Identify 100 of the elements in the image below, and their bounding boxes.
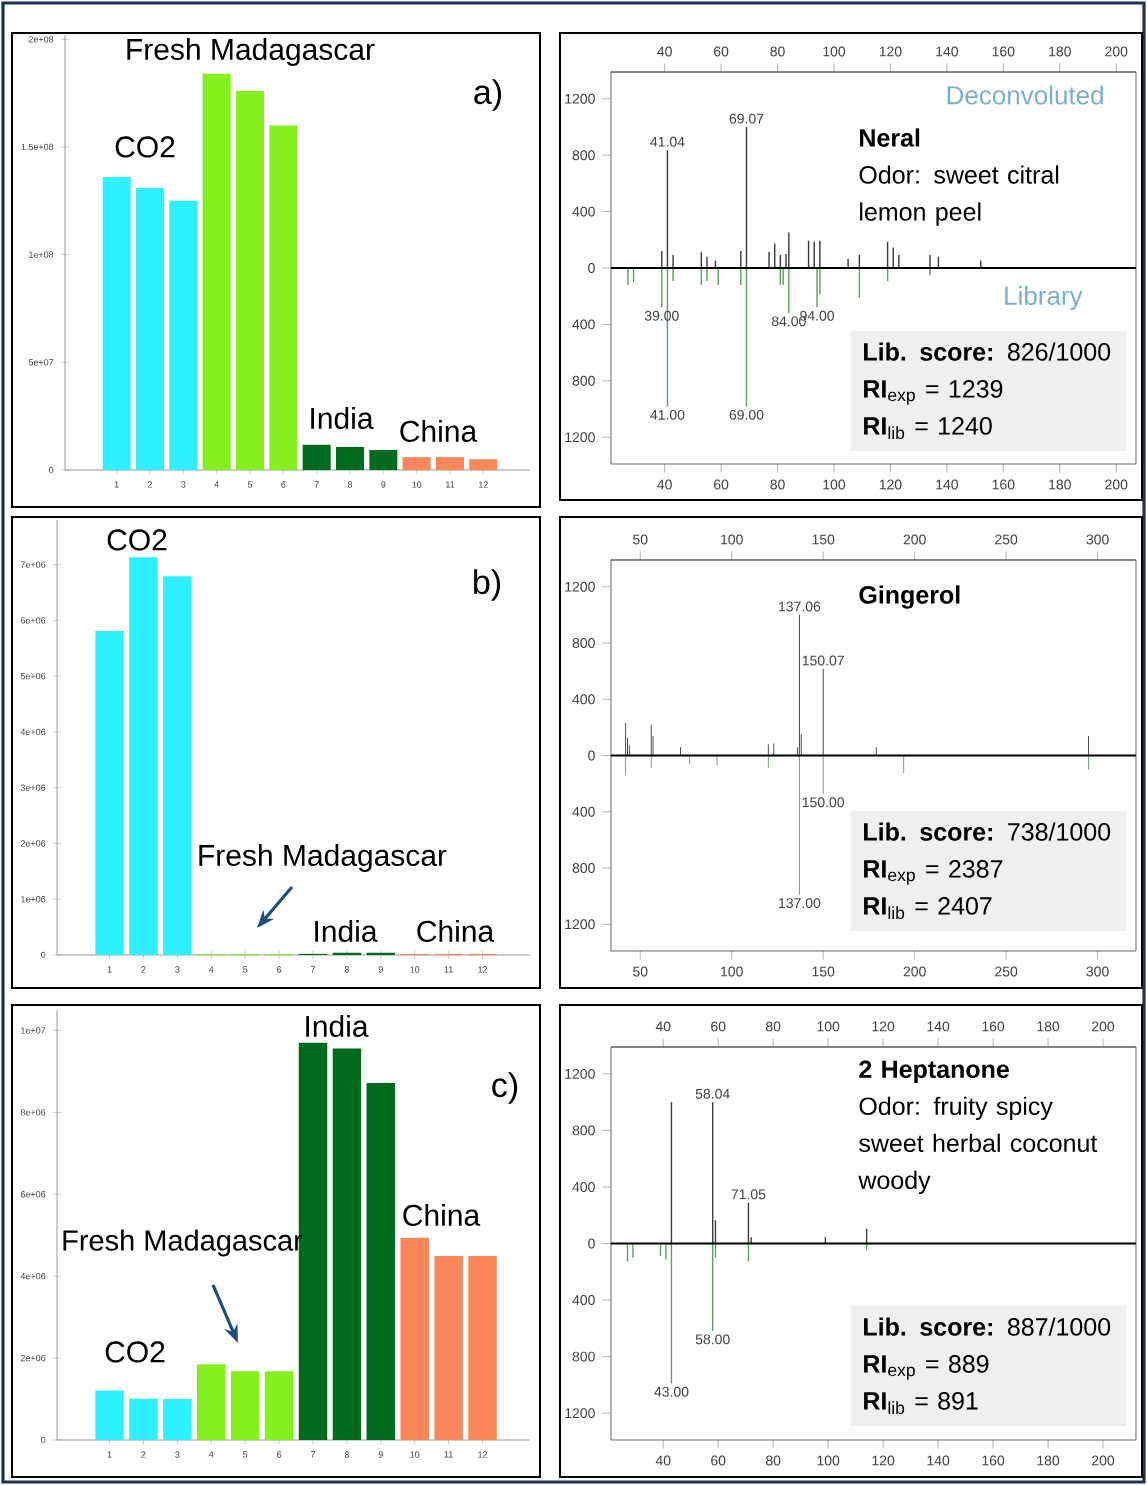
x2-tick-label: 140 (927, 1021, 950, 1032)
x-tick-label: 10 (412, 481, 422, 488)
x-tick-label: 80 (765, 1455, 781, 1466)
annotation: China (400, 419, 478, 442)
bar (369, 449, 398, 470)
bar (264, 1371, 294, 1440)
y-tick-label: 1e+07 (21, 1027, 46, 1034)
bar (136, 187, 164, 470)
bar (129, 557, 158, 955)
x-tick-label: 8 (347, 481, 353, 488)
y-tick-label: 3e+06 (20, 784, 46, 791)
x-tick-label: 100 (817, 1455, 840, 1466)
x2-tick-label: 80 (765, 1021, 781, 1032)
x-tick-label: 2 (141, 1451, 146, 1458)
x-tick-label: 6 (277, 1451, 282, 1458)
x-tick-label: 8 (344, 966, 350, 973)
x-tick-label: 7 (314, 481, 319, 488)
annotation: Lib. score: 738/1000 (864, 822, 1111, 841)
x-tick-label: 8 (344, 1451, 350, 1458)
x-tick-label: 140 (936, 46, 959, 57)
annotation: 2 Heptanone (859, 1060, 1009, 1084)
annotation: CO2 (105, 1341, 165, 1363)
y-tick-label: 0 (588, 1238, 595, 1249)
y-tick-label: 1200 (565, 919, 595, 930)
bar (95, 1390, 124, 1440)
x-tick-label: 12 (479, 481, 488, 488)
y-tick-label: 1200 (565, 1408, 595, 1419)
x2-tick-label: 200 (1092, 1021, 1115, 1032)
annotation: 150.07 (802, 655, 844, 666)
annotation: Library (1005, 285, 1083, 311)
y-tick-label: 400 (572, 319, 595, 330)
annotation: 58.00 (695, 1334, 730, 1345)
x-tick-label: 100 (721, 534, 743, 545)
bar (336, 446, 364, 470)
x-tick-label: 7 (310, 966, 316, 973)
x2-tick-label: 120 (872, 1021, 895, 1032)
x-tick-label: 6 (281, 481, 286, 488)
annotation: a) (474, 79, 502, 111)
y-tick-label: 400 (572, 694, 595, 705)
y-tick-label: 800 (572, 150, 595, 161)
x-tick-label: 10 (410, 966, 420, 973)
annotation: Fresh Madagascar (199, 844, 447, 872)
y-tick-label: 400 (572, 206, 595, 217)
bar (269, 125, 298, 470)
y-tick-label: 800 (572, 863, 595, 873)
y-tick-label: 400 (572, 806, 595, 817)
annotation: 150.00 (802, 797, 845, 808)
x-tick-label: 150 (812, 534, 835, 545)
y-tick-label: 6e+06 (20, 617, 46, 624)
annotation: 137.00 (779, 898, 821, 909)
x-tick-label: 6 (277, 966, 282, 973)
y-tick-label: 6e+06 (20, 1191, 46, 1198)
x-tick-label: 2 (141, 966, 146, 973)
x-tick-label: 9 (381, 481, 386, 488)
annotation: Neral (860, 128, 920, 147)
y-tick-label: 1.5e+08 (21, 143, 54, 151)
y-tick-label: 1e+06 (21, 896, 46, 903)
annotation: 43.00 (654, 1386, 689, 1397)
bar (302, 444, 331, 470)
annotation: Odor: sweet citral lemon peel (859, 165, 1059, 226)
x-tick-label: 100 (823, 46, 846, 57)
annotation: 71.05 (731, 1189, 766, 1200)
annotation: b) (474, 569, 501, 601)
bar (400, 1237, 429, 1440)
annotation: 41.04 (650, 136, 685, 147)
y-tick-label: 800 (572, 1125, 595, 1136)
x-tick-label: 250 (995, 534, 1018, 545)
bar (469, 459, 498, 470)
bar (163, 1399, 192, 1440)
bar (95, 630, 124, 955)
bar (102, 177, 131, 470)
x-tick-label: 3 (175, 1451, 180, 1458)
annotation: RI$_{exp}$ = 2387 (864, 860, 1003, 885)
x-tick-label: 1 (107, 1451, 112, 1458)
bar (236, 90, 264, 470)
y-tick-label: 1200 (565, 432, 595, 443)
y-tick-label: 2e+06 (20, 840, 46, 847)
bar (402, 457, 431, 470)
x-tick-label: 60 (714, 46, 729, 57)
x-tick-label: 1 (107, 966, 112, 973)
annotation: 69.00 (729, 409, 764, 420)
x-tick-label: 200 (1092, 1455, 1115, 1466)
annotation: c) (492, 1072, 518, 1104)
annotation: India (311, 406, 374, 429)
annotation: China (403, 1203, 481, 1226)
y-tick-label: 0 (41, 1436, 46, 1444)
x-tick-label: 120 (872, 1455, 895, 1466)
annotation: RI$_{exp}$ = 1239 (864, 380, 1003, 405)
x-tick-label: 12 (478, 1451, 488, 1458)
annotation: India (306, 1014, 369, 1037)
x-tick-label: 4 (208, 966, 214, 973)
bar (169, 200, 198, 470)
x2-tick-label: 160 (982, 1021, 1005, 1032)
x-tick-label: 5 (247, 481, 253, 488)
x-tick-label: 3 (175, 966, 180, 973)
x-tick-label: 4 (208, 1451, 214, 1458)
y-tick-label: 4e+06 (20, 1273, 46, 1280)
y-tick-label: 2e+08 (28, 36, 54, 43)
y-tick-label: 1200 (565, 1068, 595, 1079)
y-tick-label: 400 (572, 1295, 595, 1305)
